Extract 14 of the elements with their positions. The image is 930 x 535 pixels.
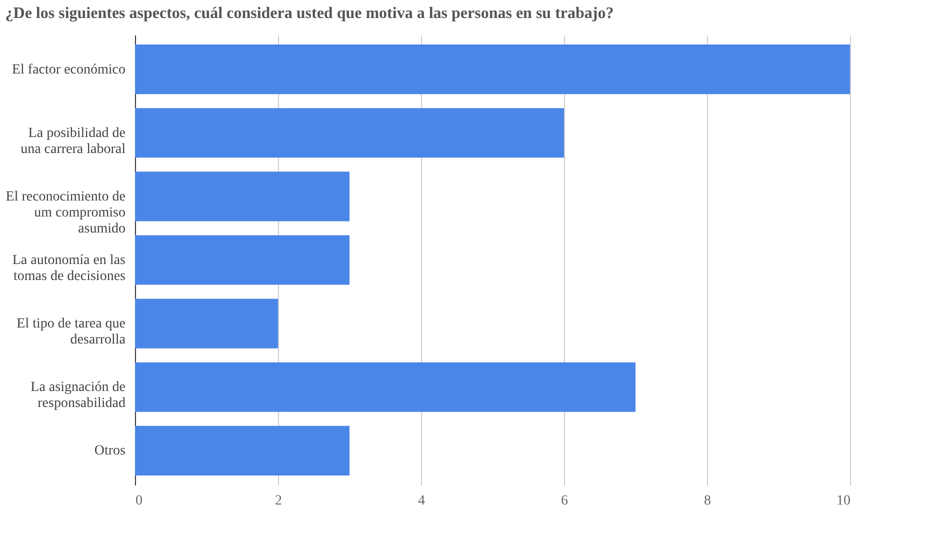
y-tick-label: El factor económico xyxy=(12,62,126,78)
y-tick-label: El tipo de tarea que desarrolla xyxy=(16,316,126,348)
y-tick-label: El reconocimiento de um compromiso asumido xyxy=(6,189,126,236)
y-tick-label: La posibilidad de una carrera laboral xyxy=(20,126,126,157)
x-tick-label: 8 xyxy=(704,494,711,508)
y-tick-label: La asignación de responsabilidad xyxy=(30,380,126,412)
x-tick-label: 6 xyxy=(561,494,568,508)
y-tick-label: La autonomía en las tomas de decisiones xyxy=(12,253,126,284)
y-tick-label: Otros xyxy=(94,444,126,459)
chart-title: ¿De los siguientes aspectos, cuál considera usted que motiva a las personas en su trabajo? xyxy=(5,5,614,22)
x-tick-label: 2 xyxy=(275,494,282,508)
x-tick-label: 10 xyxy=(836,494,850,508)
x-tick-label: 4 xyxy=(418,494,425,508)
x-tick-label: 0 xyxy=(136,494,142,508)
